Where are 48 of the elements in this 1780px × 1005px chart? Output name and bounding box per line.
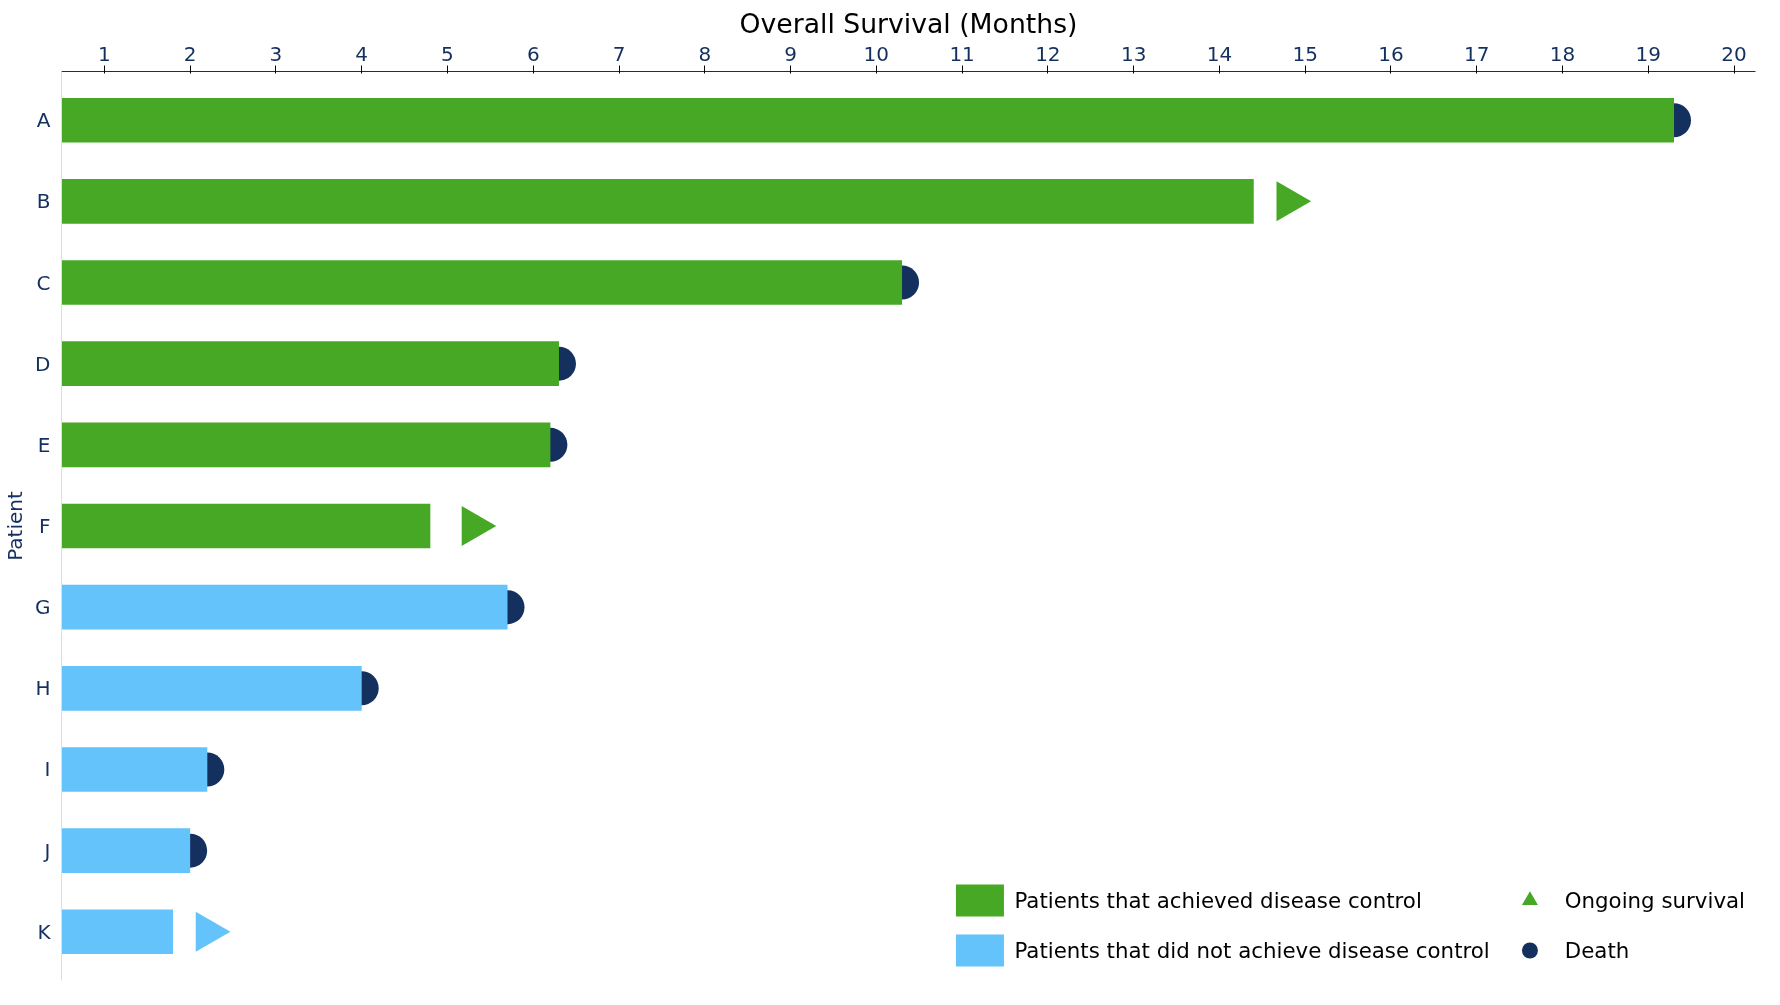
x-tick-label: 14 [1206, 41, 1233, 66]
bar [61, 341, 559, 386]
bar [61, 260, 903, 305]
y-tick-label: I [44, 757, 51, 782]
x-tick-label: 7 [612, 41, 626, 66]
x-tick-label: 10 [863, 41, 890, 66]
bar [61, 909, 173, 955]
y-tick-label: K [37, 919, 52, 944]
y-tick-label: D [35, 351, 51, 376]
bar [61, 503, 431, 549]
y-tick-label: H [35, 676, 51, 701]
x-tick-label: 20 [1721, 41, 1747, 66]
legend-label: Death [1564, 937, 1630, 963]
y-tick-label: G [35, 595, 51, 620]
x-tick-label: 1 [98, 41, 111, 66]
x-tick-label: 2 [183, 41, 197, 66]
legend-label: Patients that did not achieve disease control [1014, 937, 1490, 963]
legend-label: Patients that achieved disease control [1014, 887, 1422, 913]
x-tick-label: 3 [269, 41, 283, 66]
x-tick-label: 16 [1378, 41, 1404, 66]
x-tick-label: 12 [1035, 41, 1061, 66]
y-axis-title: Patient [3, 491, 27, 561]
x-tick-label: 19 [1635, 41, 1662, 66]
y-tick-label: C [36, 270, 51, 295]
bar [61, 666, 362, 711]
x-tick-label: 13 [1120, 41, 1147, 66]
x-tick-label: 5 [441, 41, 454, 66]
y-tick-label: F [39, 514, 51, 538]
y-tick-label: B [36, 189, 51, 214]
x-tick-label: 18 [1549, 41, 1576, 66]
y-tick-label: J [42, 838, 51, 863]
x-tick-label: 4 [355, 41, 369, 66]
bar [61, 828, 191, 873]
bar [61, 97, 1675, 143]
x-tick-label: 9 [784, 41, 797, 66]
y-tick-label: A [36, 108, 51, 133]
bar [61, 747, 208, 792]
bar [61, 422, 551, 468]
x-tick-label: 17 [1464, 41, 1490, 66]
chart-title: Overall Survival (Months) [739, 7, 1078, 39]
x-tick-label: 15 [1292, 41, 1318, 66]
legend-label: Ongoing survival [1564, 887, 1745, 913]
x-tick-label: 6 [526, 41, 540, 66]
bar [61, 179, 1254, 224]
x-tick-label: 8 [698, 41, 712, 66]
y-tick-label: E [37, 432, 51, 457]
bar [61, 584, 508, 630]
x-tick-label: 11 [949, 41, 975, 66]
